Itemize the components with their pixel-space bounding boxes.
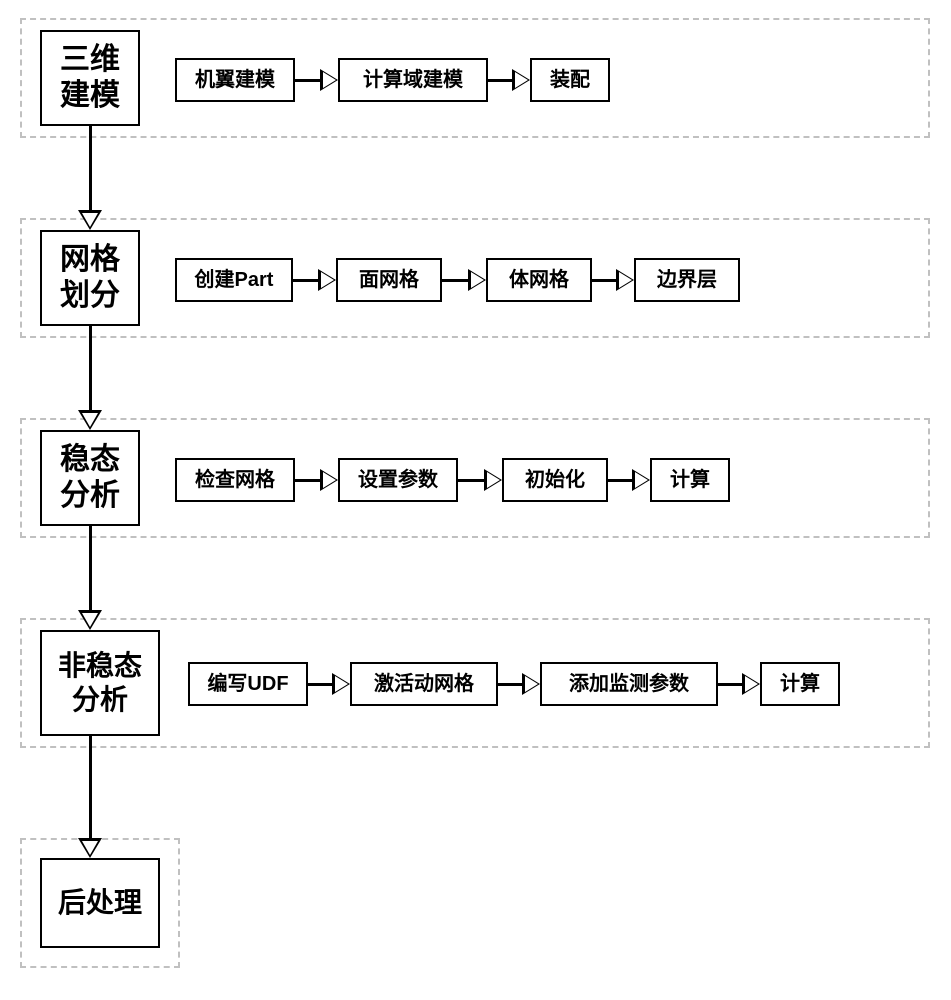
arrow-right-icon bbox=[592, 269, 634, 291]
sub-step-box: 激活动网格 bbox=[350, 662, 498, 706]
stage-title-box: 稳态 分析 bbox=[40, 430, 140, 526]
sub-step-box: 初始化 bbox=[502, 458, 608, 502]
sub-step-box: 检查网格 bbox=[175, 458, 295, 502]
arrow-right-icon bbox=[718, 673, 760, 695]
arrow-right-icon bbox=[295, 69, 338, 91]
arrow-right-icon bbox=[295, 469, 338, 491]
arrow-right-icon bbox=[458, 469, 502, 491]
arrow-right-icon bbox=[293, 269, 336, 291]
arrow-down-icon bbox=[78, 126, 102, 230]
arrow-right-icon bbox=[498, 673, 540, 695]
arrow-right-icon bbox=[308, 673, 350, 695]
sub-step-box: 计算 bbox=[760, 662, 840, 706]
arrow-down-icon bbox=[78, 326, 102, 430]
sub-step-box: 边界层 bbox=[634, 258, 740, 302]
sub-step-box: 装配 bbox=[530, 58, 610, 102]
sub-step-box: 设置参数 bbox=[338, 458, 458, 502]
stage-title-box: 网格 划分 bbox=[40, 230, 140, 326]
sub-step-box: 计算域建模 bbox=[338, 58, 488, 102]
sub-step-box: 体网格 bbox=[486, 258, 592, 302]
sub-step-box: 面网格 bbox=[336, 258, 442, 302]
sub-step-box: 机翼建模 bbox=[175, 58, 295, 102]
sub-step-box: 计算 bbox=[650, 458, 730, 502]
flowchart-canvas: 三维 建模机翼建模计算域建模装配网格 划分创建Part 面网格体网格边界层稳态 分… bbox=[0, 0, 951, 1000]
stage-title-box: 非稳态 分析 bbox=[40, 630, 160, 736]
arrow-down-icon bbox=[78, 526, 102, 630]
sub-step-box: 添加监测参数 bbox=[540, 662, 718, 706]
arrow-right-icon bbox=[488, 69, 530, 91]
stage-title-box: 三维 建模 bbox=[40, 30, 140, 126]
sub-step-box: 创建Part bbox=[175, 258, 293, 302]
arrow-down-icon bbox=[78, 736, 102, 858]
arrow-right-icon bbox=[442, 269, 486, 291]
sub-step-box: 编写UDF bbox=[188, 662, 308, 706]
arrow-right-icon bbox=[608, 469, 650, 491]
stage-title-box: 后处理 bbox=[40, 858, 160, 948]
